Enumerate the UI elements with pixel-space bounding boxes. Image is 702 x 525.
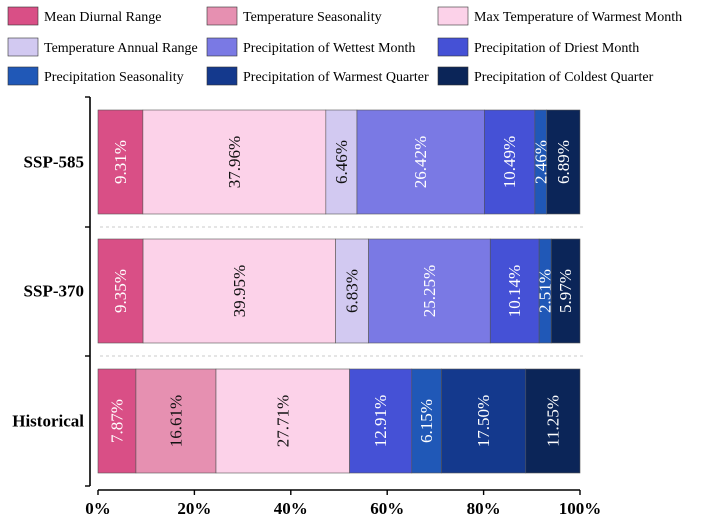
legend-swatch <box>437 6 469 26</box>
data-label: 37.96% <box>225 136 244 188</box>
bar-segment-precipitation-of-coldest-quarter <box>546 109 581 215</box>
data-label: 2.46% <box>531 140 550 184</box>
legend: Mean Diurnal Range Temperature Seasonalit… <box>7 6 682 86</box>
data-label: 25.25% <box>420 265 439 317</box>
legend-item-max-temperature-of-warmest-month: Max Temperature of Warmest Month <box>437 6 682 26</box>
data-label: 10.14% <box>505 265 524 317</box>
bar-segment-mean-diurnal-range <box>97 368 137 474</box>
y-tick-label: SSP-370 <box>24 282 84 301</box>
legend-swatch <box>206 66 238 86</box>
legend-item-precipitation-of-driest-month: Precipitation of Driest Month <box>437 37 639 57</box>
bar-segment-precipitation-of-coldest-quarter <box>550 238 581 344</box>
data-label: 17.50% <box>474 395 493 447</box>
legend-label: Mean Diurnal Range <box>44 10 161 25</box>
legend-swatch <box>206 37 238 57</box>
bar-segment-max-temperature-of-warmest-month <box>142 238 336 344</box>
x-tick-label: 40% <box>274 499 308 518</box>
bar-group-ssp-585: 9.31% 37.96% 6.46% 26.42% 10.49% 2.46% 6.89% <box>97 109 581 215</box>
x-tick-label: 100% <box>559 499 602 518</box>
legend-swatch <box>7 37 39 57</box>
bar-segment-max-temperature-of-warmest-month <box>215 368 350 474</box>
data-label: 16.61% <box>166 395 185 447</box>
bar-segment-temperature-annual-range <box>335 238 369 344</box>
bar-segment-precipitation-of-warmest-quarter <box>441 368 527 474</box>
data-label: 6.83% <box>343 269 362 313</box>
bar-segment-precipitation-of-driest-month <box>349 368 413 474</box>
data-label: 39.95% <box>230 265 249 317</box>
y-tick-label: Historical <box>12 412 84 431</box>
legend-item-temperature-seasonality: Temperature Seasonality <box>206 6 382 26</box>
bar-segment-max-temperature-of-warmest-month <box>142 109 327 215</box>
data-label: 26.42% <box>411 136 430 188</box>
x-tick-label: 80% <box>467 499 501 518</box>
legend-label: Max Temperature of Warmest Month <box>474 10 682 25</box>
data-label: 2.51% <box>536 269 555 313</box>
data-label: 9.31% <box>111 140 130 184</box>
bar-segment-precipitation-seasonality <box>411 368 442 474</box>
legend-label: Temperature Annual Range <box>44 41 198 56</box>
bar-segment-temperature-seasonality <box>135 368 217 474</box>
data-label: 9.35% <box>111 269 130 313</box>
x-tick-label: 20% <box>177 499 211 518</box>
bar-segment-precipitation-of-coldest-quarter <box>525 368 581 474</box>
bar-group-ssp-370: 9.35% 39.95% 6.83% 25.25% 10.14% 2.51% 5.97% <box>97 238 581 344</box>
data-label: 7.87% <box>107 399 126 443</box>
legend-item-precipitation-of-coldest-quarter: Precipitation of Coldest Quarter <box>437 66 654 86</box>
data-label: 5.97% <box>556 269 575 313</box>
data-label: 11.25% <box>543 395 562 447</box>
legend-label: Precipitation of Wettest Month <box>243 41 415 56</box>
data-label: 6.15% <box>417 399 436 443</box>
data-label: 6.46% <box>332 140 351 184</box>
x-tick-label: 0% <box>85 499 111 518</box>
legend-swatch <box>206 6 238 26</box>
plot-area: 9.31% 37.96% 6.46% 26.42% 10.49% 2.46% 6.89%9.… <box>97 109 584 474</box>
bar-segment-precipitation-of-driest-month <box>489 238 540 344</box>
bar-segment-precipitation-of-wettest-month <box>356 109 485 215</box>
legend-item-precipitation-seasonality: Precipitation Seasonality <box>7 66 184 86</box>
bar-segment-mean-diurnal-range <box>97 238 144 344</box>
bar-segment-precipitation-of-wettest-month <box>368 238 491 344</box>
legend-label: Precipitation of Coldest Quarter <box>474 70 654 85</box>
axes: SSP-585 SSP-370 Historical 0% 20% 40% 60% 80% 10… <box>12 96 602 518</box>
x-tick-label: 60% <box>370 499 404 518</box>
legend-swatch <box>437 37 469 57</box>
data-label: 12.91% <box>371 395 390 447</box>
legend-swatch <box>437 66 469 86</box>
legend-item-mean-diurnal-range: Mean Diurnal Range <box>7 6 161 26</box>
legend-label: Temperature Seasonality <box>243 10 382 25</box>
bar-group-historical: 7.87% 16.61% 27.71% 12.91% 6.15% 17.50% 11.25% <box>97 368 581 474</box>
legend-item-precipitation-of-warmest-quarter: Precipitation of Warmest Quarter <box>206 66 429 86</box>
legend-label: Precipitation of Warmest Quarter <box>243 70 429 85</box>
legend-item-precipitation-of-wettest-month: Precipitation of Wettest Month <box>206 37 415 57</box>
legend-item-temperature-annual-range: Temperature Annual Range <box>7 37 198 57</box>
legend-label: Precipitation Seasonality <box>44 70 184 85</box>
legend-label: Precipitation of Driest Month <box>474 41 639 56</box>
bar-segment-precipitation-of-driest-month <box>484 109 536 215</box>
legend-swatch <box>7 66 39 86</box>
data-label: 10.49% <box>500 136 519 188</box>
bar-segment-mean-diurnal-range <box>97 109 144 215</box>
bar-segment-temperature-annual-range <box>325 109 358 215</box>
data-label: 6.89% <box>554 140 573 184</box>
legend-swatch <box>7 6 39 26</box>
data-label: 27.71% <box>273 395 292 447</box>
y-tick-label: SSP-585 <box>24 153 84 172</box>
